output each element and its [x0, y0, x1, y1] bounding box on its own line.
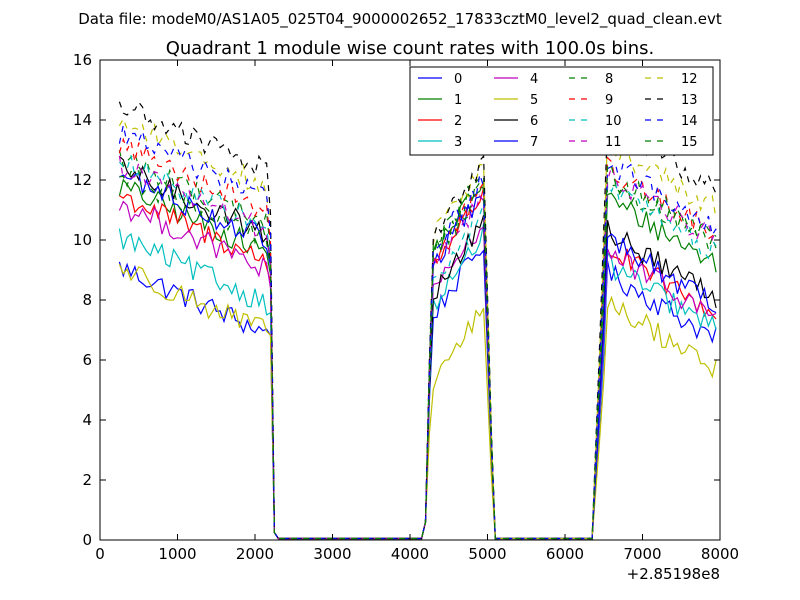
y-tick-label: 14 — [73, 111, 92, 129]
y-tick-label: 12 — [73, 171, 92, 189]
legend-label-11: 11 — [605, 135, 622, 150]
x-tick-label: 0 — [95, 545, 105, 563]
x-tick-label: 4000 — [391, 545, 429, 563]
x-tick-label: 5000 — [468, 545, 506, 563]
y-tick-label: 10 — [73, 231, 92, 249]
legend-label-2: 2 — [454, 114, 462, 129]
legend-label-14: 14 — [681, 114, 698, 129]
x-tick-label: 7000 — [623, 545, 661, 563]
y-tick-label: 8 — [82, 291, 92, 309]
series-line-2 — [119, 187, 717, 540]
legend-label-7: 7 — [530, 135, 538, 150]
y-tick-label: 16 — [73, 51, 92, 69]
legend-label-10: 10 — [605, 114, 622, 129]
x-tick-label: 3000 — [313, 545, 351, 563]
x-tick-label: 1000 — [158, 545, 196, 563]
axis-ticks — [99, 59, 721, 541]
chart-title: Quadrant 1 module wise count rates with … — [166, 38, 655, 59]
axis-tick-labels: 0 1000 2000 3000 4000 5000 6000 7000 80000246810… — [73, 51, 739, 563]
x-tick-label: 2000 — [236, 545, 274, 563]
legend-label-12: 12 — [681, 72, 698, 87]
y-tick-label: 2 — [82, 471, 92, 489]
plot-area — [118, 101, 717, 540]
series-line-4 — [118, 200, 717, 540]
series-line-3 — [118, 223, 717, 540]
series-line-12 — [118, 117, 717, 540]
series-line-14 — [118, 125, 717, 540]
y-tick-label: 4 — [82, 411, 92, 429]
series-line-10 — [118, 155, 717, 540]
legend-label-9: 9 — [605, 93, 613, 108]
series-line-6 — [118, 155, 717, 540]
series-line-5 — [118, 264, 717, 540]
series-line-11 — [118, 155, 717, 540]
legend-label-5: 5 — [530, 93, 538, 108]
legend-label-6: 6 — [530, 114, 538, 129]
y-tick-label: 0 — [82, 531, 92, 549]
suptitle: Data file: modeM0/AS1A05_025T04_90000026… — [78, 10, 722, 29]
legend-label-15: 15 — [681, 135, 698, 150]
legend-label-0: 0 — [454, 72, 462, 87]
legend-box — [409, 66, 714, 156]
y-tick-label: 6 — [82, 351, 92, 369]
legend-label-3: 3 — [454, 135, 462, 150]
legend-label-4: 4 — [530, 72, 538, 87]
series-line-13 — [118, 101, 717, 540]
x-tick-label: 8000 — [701, 545, 739, 563]
legend-label-1: 1 — [454, 93, 462, 108]
x-tick-label: 6000 — [546, 545, 584, 563]
series-line-15 — [119, 163, 717, 540]
legend-label-8: 8 — [605, 72, 613, 87]
legend-label-13: 13 — [681, 93, 698, 108]
series-line-1 — [118, 178, 717, 540]
x-offset-label: +2.85198e8 — [627, 565, 720, 583]
